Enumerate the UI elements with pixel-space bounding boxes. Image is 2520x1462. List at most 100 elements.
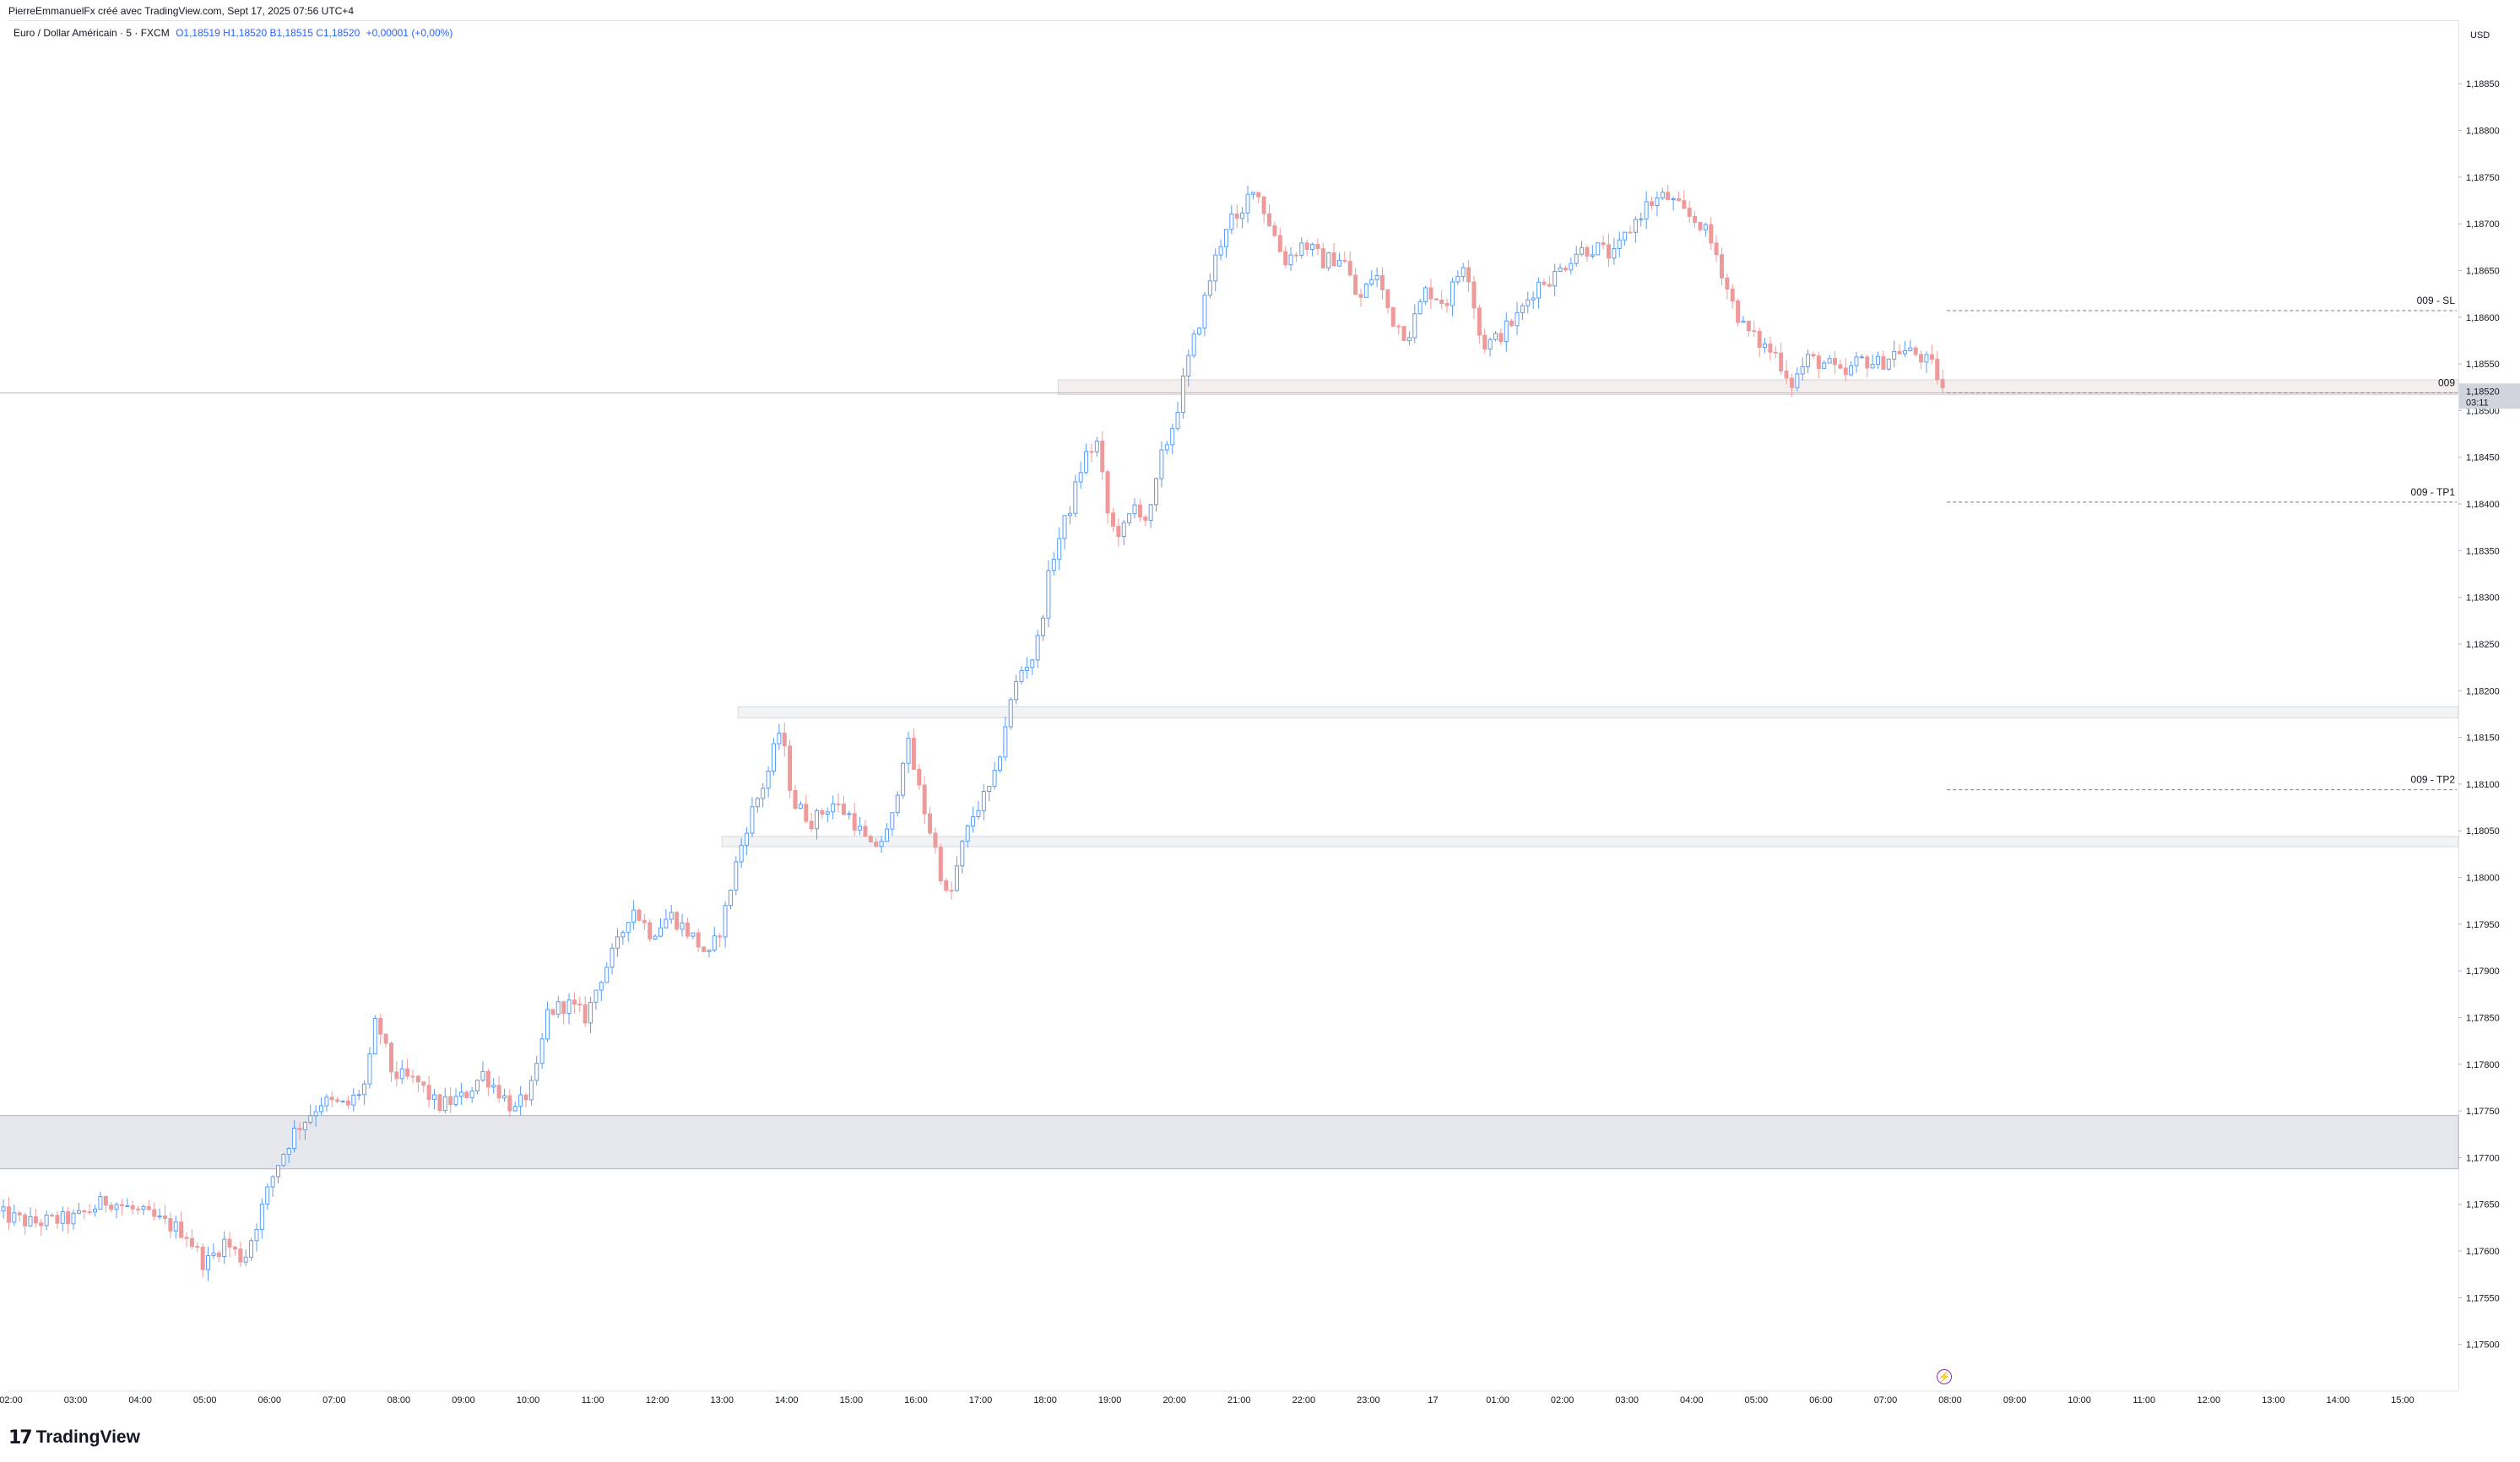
- symbol-name[interactable]: Euro / Dollar Américain · 5 · FXCM: [14, 27, 170, 39]
- candle-down: [1779, 352, 1784, 372]
- y-tick-label: 1,17850: [2466, 1013, 2500, 1023]
- candle-up: [1504, 320, 1509, 343]
- candle-up: [275, 1165, 280, 1178]
- candle-up: [1067, 512, 1072, 517]
- candle-up: [1084, 451, 1089, 474]
- x-tick-label: 11:00: [582, 1395, 604, 1405]
- candle-up: [1520, 305, 1525, 313]
- publisher-line: PierreEmmanuelFx créé avec TradingView.c…: [8, 5, 354, 17]
- candle-up: [313, 1111, 318, 1117]
- price-axis[interactable]: [2458, 20, 2520, 1391]
- zone-rect[interactable]: [721, 836, 2459, 847]
- candle-up: [367, 1053, 372, 1085]
- candle-down: [809, 820, 814, 830]
- x-tick-label: 02:00: [1551, 1395, 1574, 1405]
- candle-down: [1816, 355, 1821, 369]
- candle-down: [1789, 377, 1794, 388]
- candle-up: [669, 912, 674, 920]
- y-tick-label: 1,17600: [2466, 1247, 2500, 1257]
- candle-up: [1412, 313, 1417, 338]
- candle-up: [458, 1091, 463, 1097]
- candle-up: [1703, 224, 1708, 230]
- candle-down: [1650, 201, 1655, 207]
- candle-down: [1784, 371, 1789, 379]
- candle-up: [555, 1001, 561, 1015]
- symbol-legend[interactable]: Euro / Dollar Américain · 5 · FXCM O1,18…: [14, 27, 453, 39]
- candle-up: [265, 1186, 270, 1205]
- y-tick-label: 1,18750: [2466, 173, 2500, 183]
- candle-up: [399, 1068, 404, 1080]
- x-tick-label: 14:00: [775, 1395, 799, 1405]
- candle-down: [577, 1004, 583, 1006]
- candle-up: [480, 1070, 485, 1081]
- candle-down: [922, 784, 927, 815]
- candle-up: [76, 1210, 81, 1214]
- tradingview-logo[interactable]: 17 TradingView: [8, 1427, 140, 1448]
- candle-up: [761, 788, 766, 799]
- candle-down: [944, 880, 949, 891]
- plot-area[interactable]: [8, 20, 2458, 1392]
- candle-up: [1202, 295, 1207, 329]
- candle-down: [1547, 284, 1552, 287]
- candle-up: [631, 909, 637, 923]
- candle-up: [664, 918, 669, 929]
- candle-up: [270, 1176, 275, 1188]
- zone-rect[interactable]: [1057, 379, 2459, 396]
- candle-down: [496, 1085, 501, 1099]
- y-tick-label: 1,18250: [2466, 640, 2500, 650]
- candle-up: [1223, 229, 1228, 247]
- candle-down: [841, 804, 846, 815]
- candle-up: [1035, 635, 1040, 661]
- candle-down: [109, 1205, 114, 1210]
- x-tick-label: 06:00: [258, 1395, 282, 1405]
- candle-down: [405, 1068, 410, 1077]
- y-tick-label: 1,17950: [2466, 920, 2500, 930]
- candle-down: [184, 1237, 189, 1239]
- candle-down: [378, 1017, 383, 1035]
- candle-up: [249, 1240, 254, 1258]
- x-tick-label: 05:00: [1745, 1395, 1769, 1405]
- candle-up: [442, 1096, 447, 1112]
- candle-down: [1477, 307, 1482, 336]
- x-tick-label: 16:00: [904, 1395, 928, 1405]
- candle-down: [852, 813, 857, 831]
- candle-up: [1240, 212, 1245, 219]
- x-tick-label: 01:00: [1486, 1395, 1509, 1405]
- candle-up: [1569, 263, 1574, 271]
- candle-down: [87, 1211, 92, 1214]
- x-tick-label: 07:00: [322, 1395, 346, 1405]
- candle-down: [1730, 288, 1735, 302]
- last-price-badge[interactable]: [2459, 383, 2520, 409]
- zone-rect[interactable]: [0, 1115, 2459, 1170]
- candle-down: [1865, 356, 1870, 369]
- candle-up: [1617, 239, 1622, 250]
- candle-up: [739, 844, 744, 863]
- candle-down: [388, 1042, 393, 1073]
- candle-up: [211, 1253, 216, 1257]
- zone-rect[interactable]: [737, 706, 2459, 718]
- candle-up: [965, 825, 970, 842]
- candle-up: [1886, 358, 1891, 370]
- candle-up: [475, 1080, 480, 1091]
- candle-up: [1057, 538, 1062, 560]
- candle-up: [1590, 254, 1595, 257]
- candle-down: [1385, 289, 1390, 308]
- candle-up: [157, 1216, 162, 1218]
- candle-up: [680, 922, 685, 930]
- candle-down: [1428, 287, 1433, 300]
- y-tick-label: 1,18150: [2466, 734, 2500, 744]
- candle-down: [1929, 354, 1934, 360]
- candle-down: [200, 1247, 205, 1270]
- lightning-icon[interactable]: ⚡: [1937, 1369, 1952, 1384]
- x-tick-label: 22:00: [1293, 1395, 1316, 1405]
- y-tick-label: 1,18400: [2466, 500, 2500, 510]
- currency-label[interactable]: USD: [2470, 30, 2490, 41]
- candle-up: [1207, 280, 1212, 296]
- x-tick-label: 14:00: [2327, 1395, 2350, 1405]
- candle-up: [1876, 355, 1881, 366]
- candle-down: [1110, 512, 1115, 527]
- candle-up: [1336, 259, 1341, 267]
- ohlc-values: O1,18519 H1,18520 B1,18515 C1,18520: [176, 27, 360, 39]
- candle-down: [1444, 303, 1450, 306]
